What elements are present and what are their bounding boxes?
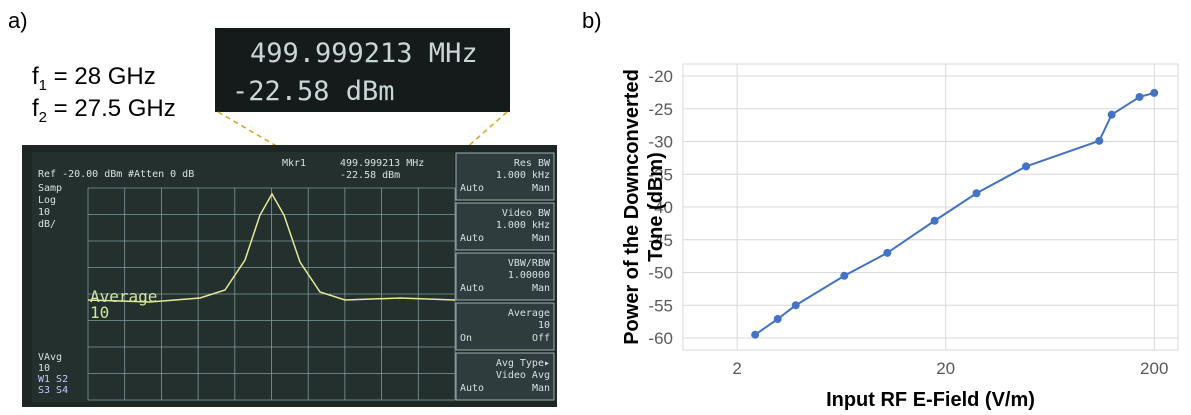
screen-text: Average	[90, 287, 157, 306]
screen-text: Off	[532, 333, 550, 344]
softkey	[455, 352, 555, 401]
screen-text: Video BW	[502, 208, 551, 219]
screen-text: 1.000 kHz	[496, 220, 550, 231]
x-tick-label: 200	[1140, 359, 1168, 378]
screen-text: On	[460, 333, 472, 344]
screen-text: Man	[532, 233, 550, 244]
screen-text: Auto	[460, 283, 484, 294]
marker	[883, 248, 892, 257]
symbol: f	[32, 63, 39, 90]
screen-text: Mkr1	[282, 158, 306, 169]
screen-text: Man	[532, 383, 550, 394]
marker	[773, 315, 782, 324]
subscript: 1	[39, 77, 47, 94]
y-tick-label: -45	[648, 231, 673, 250]
screen-text: Ref -20.00 dBm	[38, 169, 122, 180]
line	[754, 91, 1155, 336]
marker	[930, 216, 939, 225]
screen-text: VAvg	[38, 352, 62, 363]
panel-label: a)	[8, 8, 28, 33]
marker	[1107, 110, 1116, 119]
screen-text: Auto	[460, 183, 484, 194]
text: = 28 GHz	[47, 63, 156, 90]
screen-text: dB/	[38, 219, 56, 230]
panel-label: b)	[582, 8, 602, 33]
marker	[751, 330, 760, 339]
softkey	[455, 252, 555, 301]
screen-text: VBW/RBW	[508, 258, 551, 269]
marker	[840, 271, 849, 280]
frequency-label: f1 = 28 GHz	[32, 63, 156, 94]
softkey	[455, 302, 555, 351]
screen-text: 499.999213 MHz	[340, 158, 424, 169]
screen-text: Avg Type▸	[496, 358, 550, 369]
screen-text: Man	[532, 283, 550, 294]
chart: -20 -25 -30 -35 -40 -45 -50 -55 -60 2 20 200 Input R…	[621, 63, 1179, 411]
softkey	[455, 202, 555, 251]
y-tick-label: -40	[648, 198, 673, 217]
screen-text: 1.00000	[508, 270, 550, 281]
y-tick-label: -25	[648, 100, 673, 119]
screen-text: Samp	[38, 183, 62, 194]
y-tick-label: -30	[648, 133, 673, 152]
screen-text: W1 S2	[38, 374, 68, 385]
inset-frequency: 499.999213 MHz	[250, 38, 478, 69]
frequency-label: f2 = 27.5 GHz	[32, 95, 176, 126]
screen-text: Res BW	[514, 158, 551, 169]
marker	[1150, 88, 1159, 97]
screen-text: Auto	[460, 233, 484, 244]
screen-text: 1.000 kHz	[496, 170, 550, 181]
marker	[791, 301, 800, 310]
marker	[1135, 92, 1144, 101]
screen-text: -22.58 dBm	[340, 170, 400, 181]
subscript: 2	[39, 109, 47, 126]
screen-text: 10	[38, 207, 50, 218]
y-tick-label: -55	[648, 296, 673, 315]
y-axis-label: Power of the Downconverted	[621, 69, 643, 345]
marker	[1022, 162, 1031, 171]
y-tick-label: -20	[648, 67, 673, 86]
screen-text: Log	[38, 195, 56, 206]
symbol: f	[32, 95, 39, 122]
screen-text: Auto	[460, 383, 484, 394]
screen-text: 10	[38, 363, 50, 374]
x-tick-label: 20	[936, 359, 955, 378]
inset-power: -22.58 dBm	[232, 76, 395, 107]
analyzer-screen: Ref -20.00 dBm #Atten 0 dB Mkr1 499.999213 …	[22, 145, 557, 407]
display	[32, 152, 454, 402]
softkey	[455, 152, 555, 201]
screen-text: #Atten 0 dB	[128, 169, 194, 180]
screen-text: S3 S4	[38, 385, 68, 396]
screen-text: 10	[538, 320, 550, 331]
text: = 27.5 GHz	[47, 95, 176, 122]
screen-text: 10	[90, 303, 109, 322]
trace	[87, 192, 456, 303]
screen-text: Average	[508, 308, 550, 319]
screen-text: Video Avg	[496, 370, 550, 381]
y-axis-label: Tone (dBm)	[645, 152, 667, 262]
y-tick-label: -60	[648, 329, 673, 348]
inset	[215, 28, 510, 112]
marker	[972, 189, 981, 198]
y-tick-label: -50	[648, 264, 673, 283]
marker	[1095, 136, 1104, 145]
y-tick-label: -35	[648, 165, 673, 184]
x-tick-label: 2	[732, 359, 741, 378]
x-axis-label: Input RF E-Field (V/m)	[826, 389, 1035, 411]
screen-text: Man	[532, 183, 550, 194]
